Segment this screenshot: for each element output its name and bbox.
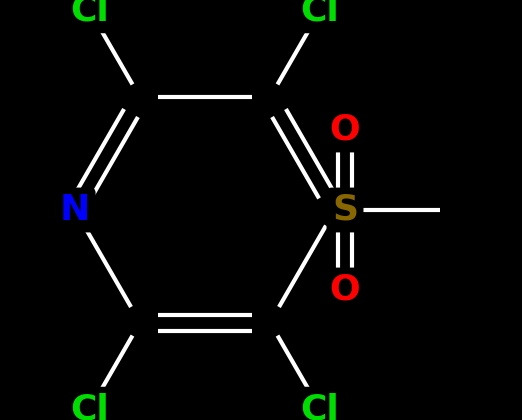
Text: Cl: Cl [70, 392, 110, 420]
Text: O: O [329, 273, 360, 307]
Text: S: S [332, 193, 358, 227]
Text: N: N [60, 193, 90, 227]
Text: O: O [329, 113, 360, 147]
Text: Cl: Cl [70, 0, 110, 28]
Text: Cl: Cl [301, 392, 339, 420]
Text: Cl: Cl [301, 0, 339, 28]
